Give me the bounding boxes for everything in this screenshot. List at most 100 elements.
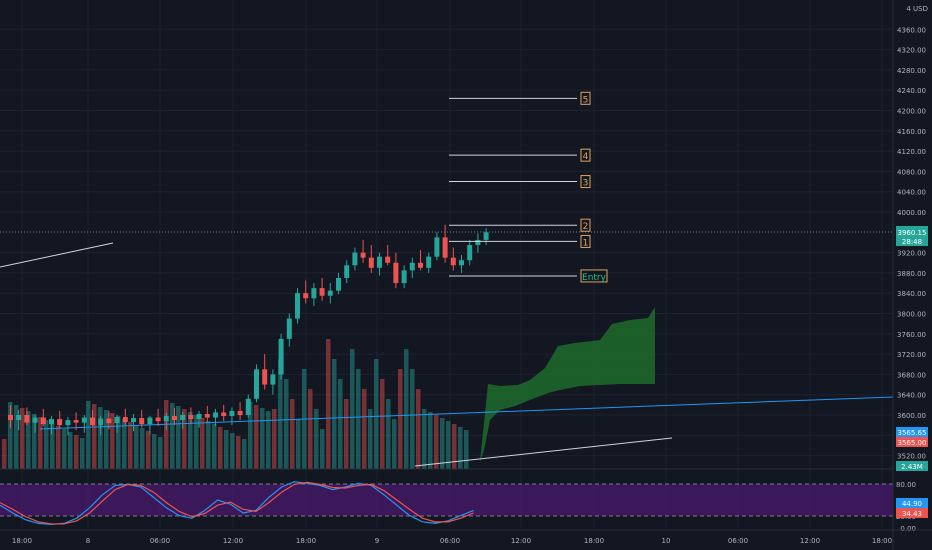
stochastic-panel <box>0 468 893 526</box>
target-box <box>580 234 591 248</box>
volume-bar <box>38 417 43 469</box>
volume-bar <box>332 359 337 469</box>
candle-body <box>360 252 366 258</box>
candle-body <box>352 252 358 266</box>
stoch-value-tag <box>896 508 928 518</box>
target-label: 5 <box>583 95 589 105</box>
candle-body <box>131 418 136 423</box>
candlesticks <box>8 224 489 436</box>
price-tick-label: 3680.00 <box>897 371 926 379</box>
volume-bar <box>50 423 55 469</box>
candle-body <box>450 257 456 266</box>
price-tick-label: 3920.00 <box>897 250 926 258</box>
candle-body <box>442 237 448 258</box>
volume-bar <box>392 419 397 469</box>
candle-body <box>344 265 350 278</box>
volume-bar <box>200 418 205 469</box>
target-label: 4 <box>583 152 589 162</box>
volume-bar <box>146 431 151 469</box>
volume-bar <box>428 412 433 469</box>
candle-body <box>319 288 325 296</box>
target-box <box>580 269 608 283</box>
target-box <box>580 91 591 105</box>
volume-bar <box>176 406 181 469</box>
candle-body <box>311 288 317 299</box>
candle-body <box>24 415 30 423</box>
volume-bar <box>212 424 217 469</box>
price-axis-bg <box>893 0 932 550</box>
price-tick-label: 4120.00 <box>897 148 926 156</box>
price-tick-label: 3840.00 <box>897 290 926 298</box>
volume-bar <box>8 402 13 469</box>
target-label: 3 <box>583 179 589 189</box>
time-tick-label: 10 <box>662 537 671 545</box>
candle-body <box>172 416 177 421</box>
candle-body <box>221 412 227 417</box>
candle-body <box>409 262 415 271</box>
volume-bar <box>236 436 241 469</box>
volume-bar <box>158 437 163 469</box>
candle-body <box>139 418 145 425</box>
volume-bar <box>230 433 235 469</box>
volume-bar <box>194 415 199 469</box>
target-box <box>580 148 591 162</box>
candle-body <box>155 417 161 422</box>
volume-bar <box>260 408 265 469</box>
volume-bar <box>32 414 37 469</box>
volume-bar <box>56 426 61 469</box>
last-price-tag <box>896 226 928 246</box>
price-tag <box>896 461 928 471</box>
time-axis[interactable]: 18:00 8 06:00 12:00 18:00 9 06:00 12:00 18:00 10 0… <box>0 529 932 545</box>
candle-body <box>90 417 95 426</box>
volume-bar <box>116 416 121 469</box>
time-tick-label: 18:00 <box>12 537 32 545</box>
volume-bar <box>422 409 427 469</box>
stoch-k-line <box>0 481 474 526</box>
volume-bar <box>128 422 133 469</box>
volume-bar <box>44 420 49 469</box>
stoch-tick-label: 0.00 <box>900 525 916 533</box>
candle-body <box>16 415 22 421</box>
price-tag-label: 2.43M <box>901 463 923 471</box>
ichimoku-cloud <box>480 307 655 462</box>
candle-body <box>434 237 440 257</box>
candle-body <box>418 262 423 268</box>
volume-bar <box>92 404 97 469</box>
target-box <box>580 218 591 232</box>
price-tag <box>896 427 928 437</box>
candle-body <box>57 419 63 426</box>
candle-body <box>163 416 169 422</box>
price-tick-label: 4080.00 <box>897 168 926 176</box>
time-tick-label: 18:00 <box>296 537 316 545</box>
price-tick-label: 3600.00 <box>897 412 926 420</box>
price-axis[interactable]: 4 USD3520.003560.003600.003640.003680.00… <box>892 0 932 550</box>
price-tick-label: 4280.00 <box>897 67 926 75</box>
candle-body <box>204 413 210 418</box>
volume-bar <box>104 410 109 469</box>
candle-body <box>270 374 276 385</box>
stoch-band <box>0 484 893 516</box>
candle-body <box>213 412 218 418</box>
candle-body <box>49 419 54 425</box>
target-label: Entry <box>582 273 607 283</box>
target-levels[interactable]: 5 4 3 2 1 Entry <box>449 91 608 283</box>
candle-body <box>377 256 382 268</box>
price-tick-label: 3640.00 <box>897 392 926 400</box>
volume-bar <box>254 405 259 469</box>
trend-line-upper <box>0 242 114 268</box>
volume-bar <box>326 339 331 469</box>
candle-body <box>8 415 13 421</box>
volume-bar <box>170 403 175 469</box>
trend-line-channel <box>39 396 894 430</box>
price-tag <box>896 437 928 447</box>
volume-bar <box>338 379 343 469</box>
volume-bar <box>134 425 139 469</box>
price-tick-label: 3800.00 <box>897 311 926 319</box>
candle-body <box>368 257 374 268</box>
candle-body <box>401 270 407 284</box>
volume-bar <box>26 411 31 469</box>
candle-body <box>237 410 243 415</box>
volume-bar <box>74 435 79 469</box>
